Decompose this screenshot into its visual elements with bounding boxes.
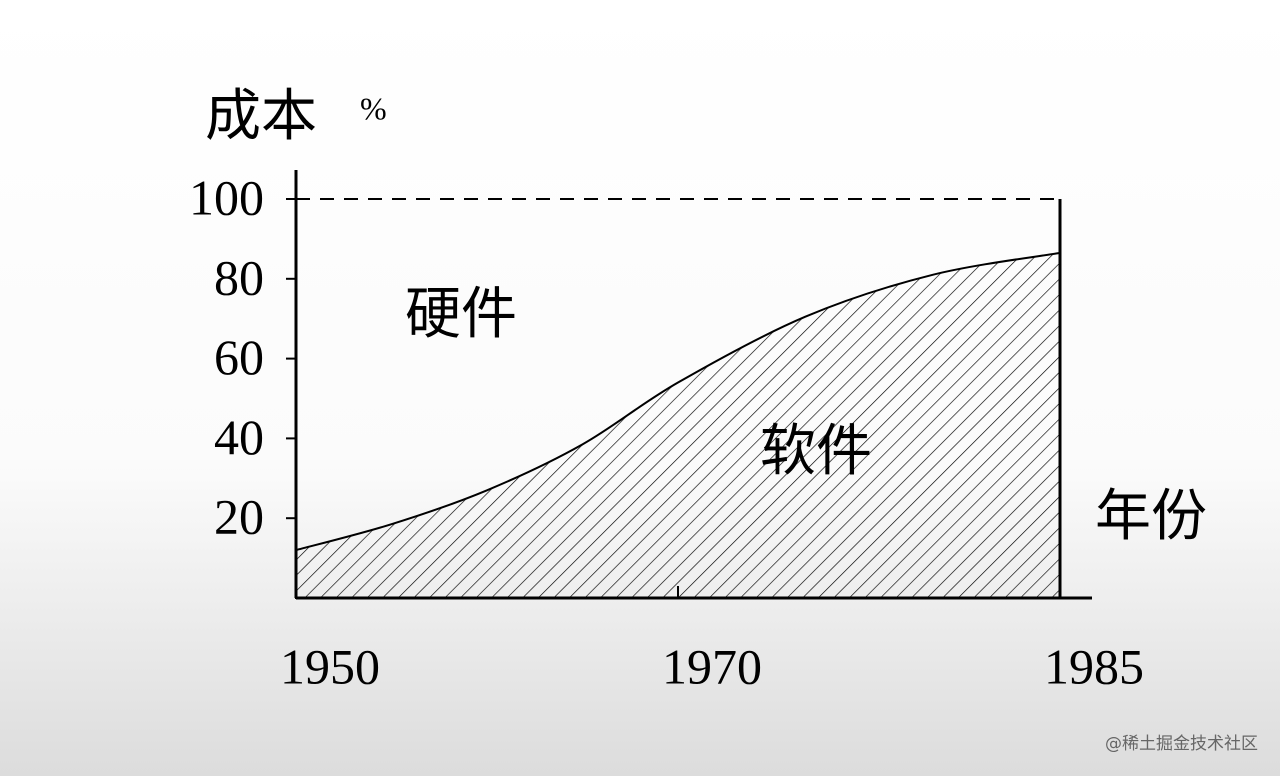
area: [295, 251, 1061, 599]
watermark: @稀土掘金技术社区: [1105, 734, 1258, 754]
x-axis-label: 年份: [1095, 484, 1207, 549]
x-tick-label: 1950: [280, 638, 380, 694]
y-tick-label: 100: [189, 169, 264, 225]
y-axis-unit: %: [360, 90, 387, 126]
y-tick-label: 20: [214, 489, 264, 545]
y-tick-label: 60: [214, 329, 264, 385]
y-tick-label: 40: [214, 409, 264, 465]
y-axis-label: 成本: [205, 84, 317, 149]
x-tick-label: 1970: [662, 638, 762, 694]
x-tick-label: 1985: [1044, 638, 1144, 694]
y-tick-label: 80: [214, 249, 264, 305]
annotation: 硬件: [405, 282, 517, 347]
